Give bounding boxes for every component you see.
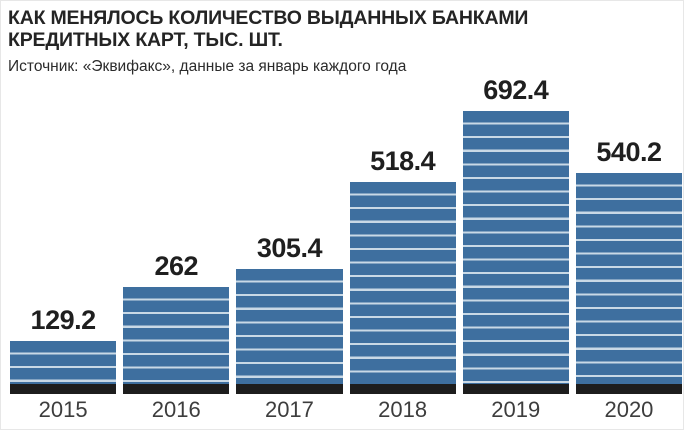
- x-axis-label: 2019: [491, 397, 541, 422]
- bar-base-segment: [236, 384, 343, 394]
- bar-value-label: 540.2: [596, 137, 662, 167]
- bar-value-label: 129.2: [30, 305, 97, 335]
- x-axis-label: 2020: [604, 397, 654, 422]
- bar-column: 305.4: [236, 79, 343, 394]
- bar: [236, 269, 343, 394]
- bar-value-label: 305.4: [256, 233, 323, 263]
- bar-chart: 129.2 262 305.4 518.4 692.4 540.2: [10, 75, 683, 394]
- bar-base-segment: [123, 384, 230, 394]
- bar-column: 692.4: [462, 75, 569, 394]
- x-axis-label: 2016: [151, 397, 201, 422]
- bar-base-segment: [10, 384, 117, 394]
- bar-column: 518.4: [349, 79, 456, 394]
- bar-value-label: 262: [154, 251, 199, 281]
- bar-column: 262: [123, 79, 230, 394]
- bar: [349, 182, 456, 394]
- bar-base-segment: [349, 384, 456, 394]
- bar-value-label: 692.4: [483, 75, 549, 105]
- chart-header: КАК МЕНЯЛОСЬ КОЛИЧЕСТВО ВЫДАННЫХ БАНКАМИ…: [8, 7, 676, 76]
- x-axis-label: 2017: [264, 397, 314, 422]
- bar: [123, 287, 230, 394]
- x-axis: 2015 2016 2017 2018 2019 2020: [10, 397, 682, 423]
- bar-base-segment: [575, 384, 683, 394]
- bar: [462, 111, 569, 394]
- bars-row: 129.2 262 305.4 518.4 692.4 540.2: [10, 75, 683, 394]
- bar-base-segment: [462, 384, 569, 394]
- bar-column: 540.2: [575, 79, 683, 394]
- chart-title-line-1: КАК МЕНЯЛОСЬ КОЛИЧЕСТВО ВЫДАННЫХ БАНКАМИ: [8, 7, 529, 29]
- bar: [10, 341, 117, 394]
- chart-title-line-2: КРЕДИТНЫХ КАРТ, ТЫС. ШТ.: [8, 29, 283, 51]
- bar-column: 129.2: [10, 79, 117, 394]
- x-axis-label: 2015: [38, 397, 88, 422]
- chart-source: Источник: «Эквифакс», данные за январь к…: [8, 58, 407, 75]
- bar: [575, 173, 683, 394]
- x-axis-label: 2018: [378, 397, 428, 422]
- bar-value-label: 518.4: [370, 146, 436, 176]
